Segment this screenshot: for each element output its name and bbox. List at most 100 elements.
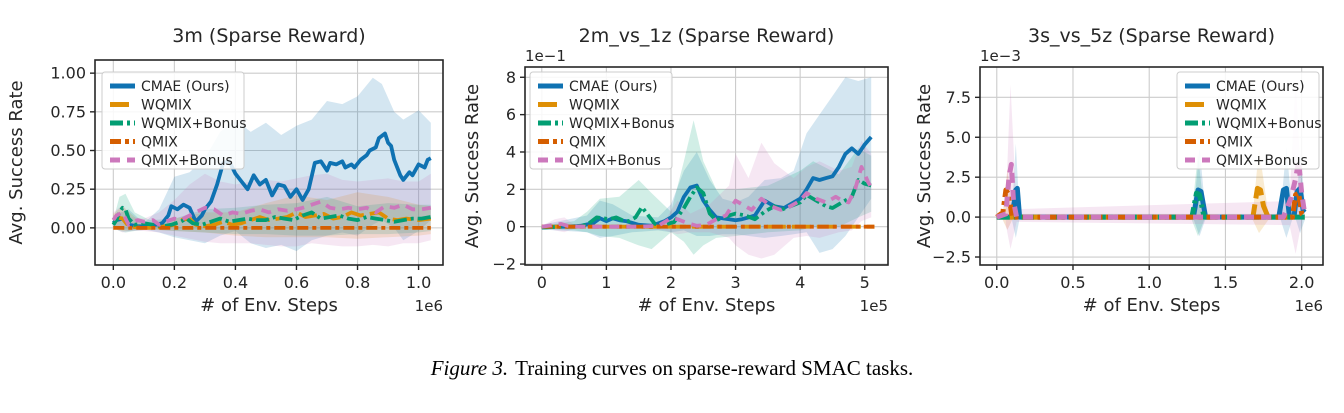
legend: CMAE (Ours) WQMIX WQMIX+Bonus QMIX QMIX+Bonu…	[101, 71, 247, 170]
plot-spines	[94, 59, 444, 266]
legend-label-cmae-ours: CMAE (Ours)	[1216, 79, 1305, 95]
figure-caption: Figure 3. Training curves on sparse-rewar…	[0, 356, 1344, 381]
x-tick-label: 1.0	[1136, 273, 1161, 292]
tick-marks	[975, 96, 1303, 270]
x-tick-label: 3	[730, 273, 740, 292]
y-axis-offset-label: 1e−1	[525, 47, 566, 65]
series-band-qmix-bonus	[541, 140, 872, 259]
y-tick-label: 0.25	[50, 180, 86, 199]
series-line-qmix-bonus	[541, 165, 873, 229]
y-tick-label: 0.0	[946, 208, 971, 227]
series-line-qmix-bonus	[995, 158, 1308, 220]
chart-title: 2m_vs_1z (Sparse Reward)	[579, 25, 835, 47]
y-tick-label: 0.50	[50, 141, 86, 160]
series-line-cmae-ours	[996, 185, 1307, 220]
series-band-cmae-ours	[541, 77, 872, 253]
plot-spines	[979, 66, 1324, 266]
x-tick-label: 4	[795, 273, 805, 292]
legend-label-wqmix: WQMIX	[569, 98, 620, 114]
legend-label-qmix: QMIX	[569, 135, 606, 151]
series-line-qmix	[995, 187, 1307, 220]
x-tick-label: 1.0	[406, 273, 431, 292]
legend-label-cmae-ours: CMAE (Ours)	[141, 79, 230, 95]
y-tick-label: 0.00	[50, 218, 86, 237]
y-tick-label: 6	[506, 105, 516, 124]
tick-labels: 0.0 0.2 0.4 0.6 0.8 1.0 0.00 0.25 0.50 0.75 1.00	[50, 64, 431, 292]
x-tick-label: 0.2	[162, 273, 187, 292]
y-tick-label: 8	[506, 68, 516, 87]
figure-caption-text: Training curves on sparse-reward SMAC ta…	[515, 356, 914, 380]
x-tick-label: 2.0	[1289, 273, 1314, 292]
y-tick-label: −2.5	[932, 248, 971, 267]
tick-labels: 0 1 2 3 4 5 −2 0 2 4 6 8	[492, 68, 869, 292]
x-tick-label: 5	[860, 273, 870, 292]
chart-title: 3m (Sparse Reward)	[172, 25, 365, 47]
chart-title: 3s_vs_5z (Sparse Reward)	[1028, 25, 1275, 47]
x-axis-offset-label: 1e6	[1295, 297, 1323, 315]
chart-3s-vs-5z-sparse-reward: 0.0 0.5 1.0 1.5 2.0 −2.5 0.0 2.5 5.0 7.5 3s_vs_5z …	[896, 0, 1344, 330]
legend-label-wqmix: WQMIX	[141, 98, 192, 114]
legend-label-qmix: QMIX	[1216, 135, 1253, 151]
y-axis-label: Avg. Success Rate	[462, 84, 483, 248]
legend-label-wqmix-bonus: WQMIX+Bonus	[569, 116, 675, 132]
x-tick-label: 0.5	[1060, 273, 1085, 292]
x-tick-label: 0	[537, 273, 547, 292]
legend-label-cmae-ours: CMAE (Ours)	[569, 79, 658, 95]
x-axis-label: # of Env. Steps	[200, 295, 338, 316]
y-tick-label: 4	[506, 142, 516, 161]
y-axis-offset-label: 1e−3	[980, 47, 1021, 65]
legend-box	[101, 71, 245, 170]
series-band-wqmix-bonus	[113, 193, 431, 236]
chart-2m-vs-1z-sparse-reward: 0 1 2 3 4 5 −2 0 2 4 6 8 2m_vs_1z (Sparse Reward) # o…	[448, 0, 896, 330]
x-tick-label: 0.6	[284, 273, 309, 292]
y-tick-label: 2	[506, 180, 516, 199]
y-tick-label: 0	[506, 217, 516, 236]
x-tick-label: 0.4	[223, 273, 248, 292]
legend-label-qmix-bonus: QMIX+Bonus	[1216, 153, 1308, 169]
x-axis-offset-label: 1e6	[415, 297, 443, 315]
series-line-cmae-ours	[111, 131, 432, 229]
chart-svg-2m-vs-1z-sparse-reward: 0 1 2 3 4 5 −2 0 2 4 6 8 2m_vs_1z (Sparse Reward) # o…	[462, 25, 889, 316]
y-tick-label: −2	[492, 255, 516, 274]
x-axis-label: # of Env. Steps	[638, 295, 776, 316]
y-tick-label: 0.75	[50, 102, 86, 121]
x-tick-label: 1	[601, 273, 611, 292]
plot-spines	[524, 66, 889, 266]
chart-3m-sparse-reward: 0.0 0.2 0.4 0.6 0.8 1.0 0.00 0.25 0.50 0.75 1.00 3m…	[0, 0, 448, 330]
series-line-wqmix-bonus	[111, 205, 432, 229]
series-line-qmix-bonus	[111, 199, 432, 227]
y-axis-label: Avg. Success Rate	[914, 84, 935, 248]
chart-svg-3m-sparse-reward: 0.0 0.2 0.4 0.6 0.8 1.0 0.00 0.25 0.50 0.75 1.00 3m…	[6, 25, 444, 316]
x-axis-label: # of Env. Steps	[1083, 295, 1221, 316]
x-tick-label: 0.8	[345, 273, 370, 292]
legend-box	[529, 71, 673, 170]
x-axis-offset-label: 1e5	[860, 297, 888, 315]
legend-label-wqmix-bonus: WQMIX+Bonus	[141, 116, 247, 132]
legend-label-wqmix-bonus: WQMIX+Bonus	[1216, 116, 1322, 132]
x-tick-label: 2	[666, 273, 676, 292]
tick-marks	[90, 72, 420, 270]
y-tick-label: 7.5	[946, 88, 971, 107]
tick-marks	[520, 76, 866, 270]
legend-label-wqmix: WQMIX	[1216, 98, 1267, 114]
x-tick-label: 0.0	[984, 273, 1009, 292]
y-axis-label: Avg. Success Rate	[6, 80, 27, 244]
legend-box	[1176, 71, 1320, 170]
series-band-cmae-ours	[1012, 143, 1305, 238]
x-tick-label: 0.0	[101, 273, 126, 292]
y-tick-label: 1.00	[50, 64, 86, 83]
legend: CMAE (Ours) WQMIX WQMIX+Bonus QMIX QMIX+Bonu…	[1176, 71, 1322, 170]
y-tick-label: 2.5	[946, 168, 971, 187]
y-tick-label: 5.0	[946, 128, 971, 147]
plot-area	[995, 79, 1308, 254]
series-line-wqmix-bonus	[541, 178, 872, 230]
legend-label-qmix-bonus: QMIX+Bonus	[141, 153, 233, 169]
series-band-qmix-bonus	[1005, 79, 1302, 254]
legend-label-qmix-bonus: QMIX+Bonus	[569, 153, 661, 169]
x-tick-label: 1.5	[1213, 273, 1238, 292]
figure-caption-label: Figure 3.	[430, 356, 509, 380]
plot-area	[541, 77, 875, 259]
plot-area	[111, 77, 432, 252]
legend: CMAE (Ours) WQMIX WQMIX+Bonus QMIX QMIX+Bonu…	[529, 71, 675, 170]
